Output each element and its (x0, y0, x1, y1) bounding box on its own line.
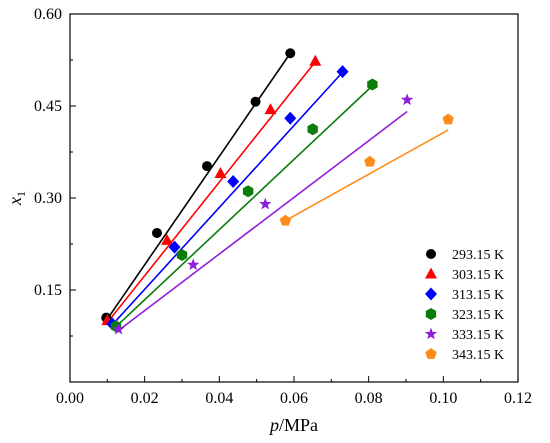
data-points (101, 48, 454, 335)
legend: 293.15 K 303.15 K 313.15 K 323.15 K 333.15 K… (424, 248, 504, 363)
fit-line-series-4 (118, 110, 408, 332)
series-0-points (101, 48, 296, 323)
data-point-diamond (168, 240, 181, 254)
tick-marks (69, 13, 519, 382)
legend-item: 343.15 K (425, 348, 504, 363)
x-axis-title: p/MPa (268, 415, 318, 435)
series-5-points (279, 113, 454, 226)
fit-line-series-3 (115, 85, 373, 328)
data-point-pentagon (442, 113, 454, 125)
data-point-triangle (214, 166, 227, 178)
legend-label: 303.15 K (452, 268, 504, 283)
tick-labels: 0.00 0.02 0.04 0.06 0.08 0.10 0.12 0.15 0.30 0.45… (34, 6, 532, 407)
data-point-circle (202, 161, 213, 172)
data-point-hexagon (367, 78, 378, 91)
x-tick-label: 0.04 (205, 390, 233, 407)
legend-label: 313.15 K (452, 288, 504, 303)
data-point-triangle (161, 233, 174, 245)
data-point-star (259, 197, 272, 210)
x-tick-label: 0.02 (131, 390, 159, 407)
y-axis-title: x1 (5, 191, 28, 206)
x-axis-variable: p (268, 415, 279, 435)
data-point-pentagon (425, 348, 437, 359)
data-point-diamond (336, 65, 349, 79)
legend-item: 323.15 K (425, 308, 504, 323)
fit-line-series-5 (285, 129, 449, 222)
x-axis-unit: /MPa (279, 415, 318, 435)
data-point-hexagon (307, 123, 318, 136)
data-point-diamond (425, 287, 437, 301)
data-point-hexagon (176, 249, 188, 262)
data-point-hexagon (242, 185, 254, 198)
data-point-star (112, 322, 125, 335)
fit-line-series-2 (111, 71, 344, 326)
series-2-points (106, 65, 349, 331)
legend-label: 343.15 K (452, 348, 504, 363)
y-tick-label: 0.15 (34, 282, 62, 299)
data-point-star (424, 327, 438, 340)
x-tick-label: 0.12 (504, 390, 532, 407)
data-point-triangle (309, 54, 322, 66)
fit-lines (105, 52, 449, 332)
legend-item: 333.15 K (424, 327, 504, 343)
fit-line-series-1 (106, 61, 316, 324)
y-tick-label: 0.60 (34, 6, 62, 23)
data-point-triangle (425, 267, 437, 279)
series-4-points (112, 93, 414, 335)
series-1-points (101, 54, 322, 326)
fit-line-series-0 (105, 52, 291, 322)
x-tick-label: 0.00 (56, 390, 84, 407)
legend-label: 293.15 K (452, 248, 504, 263)
x-tick-label: 0.08 (355, 390, 383, 407)
data-point-star (400, 93, 414, 106)
y-tick-label: 0.45 (34, 98, 62, 115)
legend-item: 303.15 K (425, 267, 504, 283)
data-point-circle (250, 96, 261, 107)
y-axis-subscript: 1 (14, 191, 28, 197)
data-point-triangle (264, 103, 277, 115)
data-point-hexagon (425, 308, 437, 320)
legend-item: 293.15 K (426, 248, 504, 263)
data-point-star (187, 258, 200, 271)
x-tick-label: 0.06 (280, 390, 308, 407)
data-point-pentagon (279, 214, 292, 226)
legend-label: 333.15 K (452, 328, 504, 343)
legend-label: 323.15 K (452, 308, 504, 323)
y-axis-variable: x (5, 197, 25, 206)
data-point-circle (151, 227, 162, 238)
x-tick-label: 0.10 (429, 390, 457, 407)
data-point-diamond (284, 111, 297, 125)
y-tick-label: 0.30 (34, 190, 62, 207)
data-point-diamond (227, 174, 240, 188)
data-point-circle (285, 48, 296, 59)
data-point-circle (426, 249, 436, 259)
legend-item: 313.15 K (425, 287, 504, 303)
data-point-pentagon (364, 155, 376, 167)
